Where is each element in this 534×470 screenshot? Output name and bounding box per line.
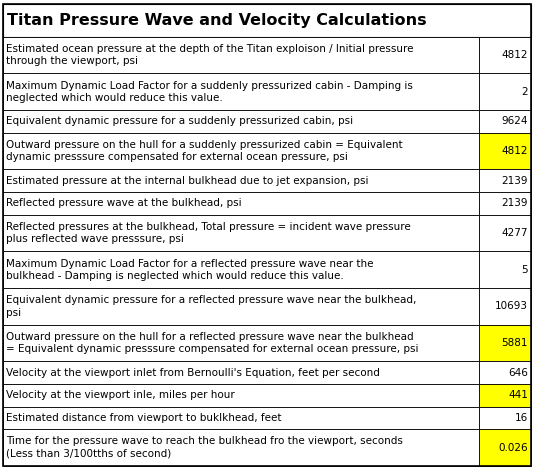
Text: 5881: 5881 — [501, 338, 528, 348]
Bar — [3, 407, 479, 430]
Text: Reflected pressures at the bulkhead, Total pressure = incident wave pressure
plu: Reflected pressures at the bulkhead, Tot… — [6, 222, 411, 244]
Text: Estimated pressure at the internal bulkhead due to jet expansion, psi: Estimated pressure at the internal bulkh… — [6, 176, 368, 186]
Bar — [479, 192, 531, 215]
Text: Velocity at the viewport inlet from Bernoulli's Equation, feet per second: Velocity at the viewport inlet from Bern… — [6, 368, 380, 377]
Bar — [479, 384, 531, 407]
Bar — [479, 73, 531, 110]
Bar — [479, 325, 531, 361]
Text: 10693: 10693 — [495, 301, 528, 311]
Bar — [479, 169, 531, 192]
Bar — [3, 325, 479, 361]
Bar — [479, 133, 531, 169]
Bar — [3, 215, 479, 251]
Bar — [3, 37, 479, 73]
Text: 16: 16 — [515, 413, 528, 423]
Bar — [479, 251, 531, 288]
Bar — [479, 407, 531, 430]
Bar — [479, 361, 531, 384]
Bar — [479, 288, 531, 325]
Text: Outward pressure on the hull for a suddenly pressurized cabin = Equivalent
dynam: Outward pressure on the hull for a sudde… — [6, 140, 403, 162]
Text: Maximum Dynamic Load Factor for a reflected pressure wave near the
bulkhead - Da: Maximum Dynamic Load Factor for a reflec… — [6, 258, 373, 281]
Text: Reflected pressure wave at the bulkhead, psi: Reflected pressure wave at the bulkhead,… — [6, 198, 241, 208]
Bar — [3, 430, 479, 466]
Text: 2139: 2139 — [501, 198, 528, 208]
Text: 2139: 2139 — [501, 176, 528, 186]
Bar — [3, 361, 479, 384]
Text: Equivalent dynamic pressure for a reflected pressure wave near the bulkhead,
psi: Equivalent dynamic pressure for a reflec… — [6, 295, 417, 318]
Text: Estimated ocean pressure at the depth of the Titan exploison / Initial pressure
: Estimated ocean pressure at the depth of… — [6, 44, 413, 66]
Text: Estimated distance from viewport to buklkhead, feet: Estimated distance from viewport to bukl… — [6, 413, 281, 423]
Text: 5: 5 — [521, 265, 528, 274]
Bar — [3, 384, 479, 407]
Text: Titan Pressure Wave and Velocity Calculations: Titan Pressure Wave and Velocity Calcula… — [7, 13, 427, 28]
Text: 4812: 4812 — [501, 50, 528, 60]
Text: Equivalent dynamic pressure for a suddenly pressurized cabin, psi: Equivalent dynamic pressure for a sudden… — [6, 117, 353, 126]
Text: Maximum Dynamic Load Factor for a suddenly pressurized cabin - Damping is
neglec: Maximum Dynamic Load Factor for a sudden… — [6, 80, 413, 103]
Text: Time for the pressure wave to reach the bulkhead fro the viewport, seconds
(Less: Time for the pressure wave to reach the … — [6, 437, 403, 459]
Bar — [3, 110, 479, 133]
Text: Outward pressure on the hull for a reflected pressure wave near the bulkhead
= E: Outward pressure on the hull for a refle… — [6, 332, 419, 354]
Text: 4277: 4277 — [501, 228, 528, 238]
Bar — [3, 192, 479, 215]
Text: Velocity at the viewport inle, miles per hour: Velocity at the viewport inle, miles per… — [6, 390, 235, 400]
Bar — [3, 288, 479, 325]
Bar — [3, 251, 479, 288]
Bar — [3, 133, 479, 169]
Text: 4812: 4812 — [501, 146, 528, 156]
Bar — [3, 73, 479, 110]
Text: 2: 2 — [521, 87, 528, 97]
Bar — [3, 4, 531, 37]
Bar — [479, 215, 531, 251]
Bar — [479, 37, 531, 73]
Bar — [479, 430, 531, 466]
Text: 646: 646 — [508, 368, 528, 377]
Text: 9624: 9624 — [501, 117, 528, 126]
Bar — [479, 110, 531, 133]
Bar — [3, 169, 479, 192]
Text: 0.026: 0.026 — [498, 443, 528, 453]
Text: 441: 441 — [508, 390, 528, 400]
